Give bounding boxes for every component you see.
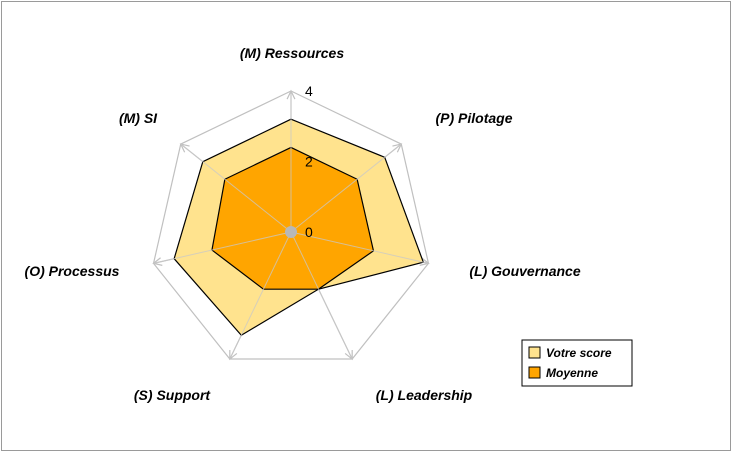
axis-label-l-gouvernance: (L) Gouvernance xyxy=(469,263,580,279)
grid-spoke-arrow xyxy=(229,350,238,361)
grid-spoke-arrow xyxy=(392,143,403,153)
legend-label-votre-score: Votre score xyxy=(546,346,612,360)
axis-label-o-processus: (O) Processus xyxy=(25,263,120,279)
grid-spoke-arrow xyxy=(152,257,163,266)
axis-label-p-pilotage: (P) Pilotage xyxy=(435,110,512,126)
grid-spoke-overlay xyxy=(290,231,353,360)
axis-label-m-si: (M) SI xyxy=(119,110,158,126)
series-area-moyenne xyxy=(211,146,375,290)
grid-spoke-overlay xyxy=(290,143,402,233)
radial-tick-label: 0 xyxy=(305,224,313,240)
grid-ring-outer xyxy=(152,90,430,360)
axis-labels: (M) Ressources (P) Pilotage (L) Gouvernanc… xyxy=(25,45,581,403)
radial-tick-label: 4 xyxy=(305,83,313,99)
axis-label-l-leadership: (L) Leadership xyxy=(376,387,473,403)
legend: Votre score Moyenne xyxy=(521,339,633,387)
axis-label-m-ressources: (M) Ressources xyxy=(240,45,344,61)
grid-spoke-arrow xyxy=(179,143,190,153)
legend-label-moyenne: Moyenne xyxy=(546,366,598,380)
center-dot xyxy=(285,226,297,238)
grid-spoke-overlay xyxy=(153,231,292,264)
grid-spoke-overlay xyxy=(180,143,292,233)
grid-spoke-overlay xyxy=(290,231,429,264)
grid-spoke-overlay xyxy=(229,231,292,360)
axis-label-s-support: (S) Support xyxy=(134,387,212,403)
radial-tick-label: 2 xyxy=(305,154,313,170)
grid-spoke-arrow xyxy=(286,89,296,100)
legend-swatch-moyenne xyxy=(528,366,541,379)
radar-series xyxy=(173,118,425,336)
grid-spoke-arrow xyxy=(344,350,353,361)
radar-overlay: 0 2 4 xyxy=(153,83,429,360)
grid-spoke-arrow xyxy=(419,257,430,266)
legend-swatch-votre-score xyxy=(528,346,541,359)
